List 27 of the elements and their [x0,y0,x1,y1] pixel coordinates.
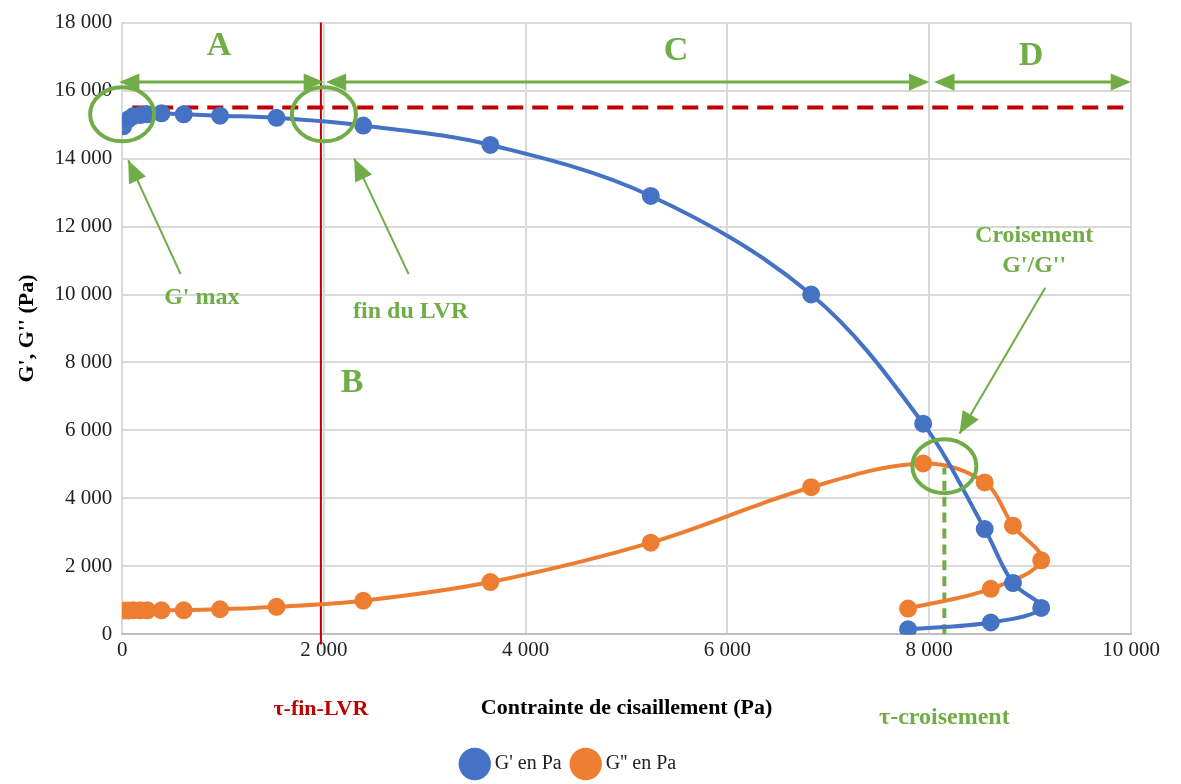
y-tick-label: 8 000 [64,349,113,373]
annotation: fin du LVR [353,296,469,323]
annotation: D [1018,35,1044,73]
y-tick-label: 2 000 [64,552,113,577]
y-tick-label: 10 000 [54,281,113,306]
x-axis-title: Contrainte de cisaillement (Pa) [480,694,773,720]
y-tick-label: 4 000 [64,484,113,509]
x-tick-label: 2 000 [300,636,348,661]
y-tick-label: 0 [101,620,113,645]
annotation: B [340,361,364,399]
y-tick-label: 6 000 [64,416,113,441]
y-tick-label: 12 000 [54,213,113,238]
x-tick-label: 6 000 [703,636,752,661]
y-tick-label: 14 000 [54,145,113,170]
annotation: A [206,25,232,63]
annotation: Croisement G'/G'' [975,220,1094,277]
legend-label: G'' en Pa [605,751,677,774]
y-axis-title: G', G'' (Pa) [12,274,38,383]
text: τ-croisement [879,702,1010,729]
x-tick-label: 8 000 [905,636,953,661]
x-tick-label: 10 000 [1102,636,1160,661]
y-tick-label: 18 000 [54,9,113,34]
x-tick-label: 4 000 [502,636,550,661]
legend-label: G' en Pa [494,751,562,774]
ref-line-label: τ-fin-LVR [273,695,370,721]
annotation: C [663,30,689,68]
annotation: G' max [164,283,240,310]
